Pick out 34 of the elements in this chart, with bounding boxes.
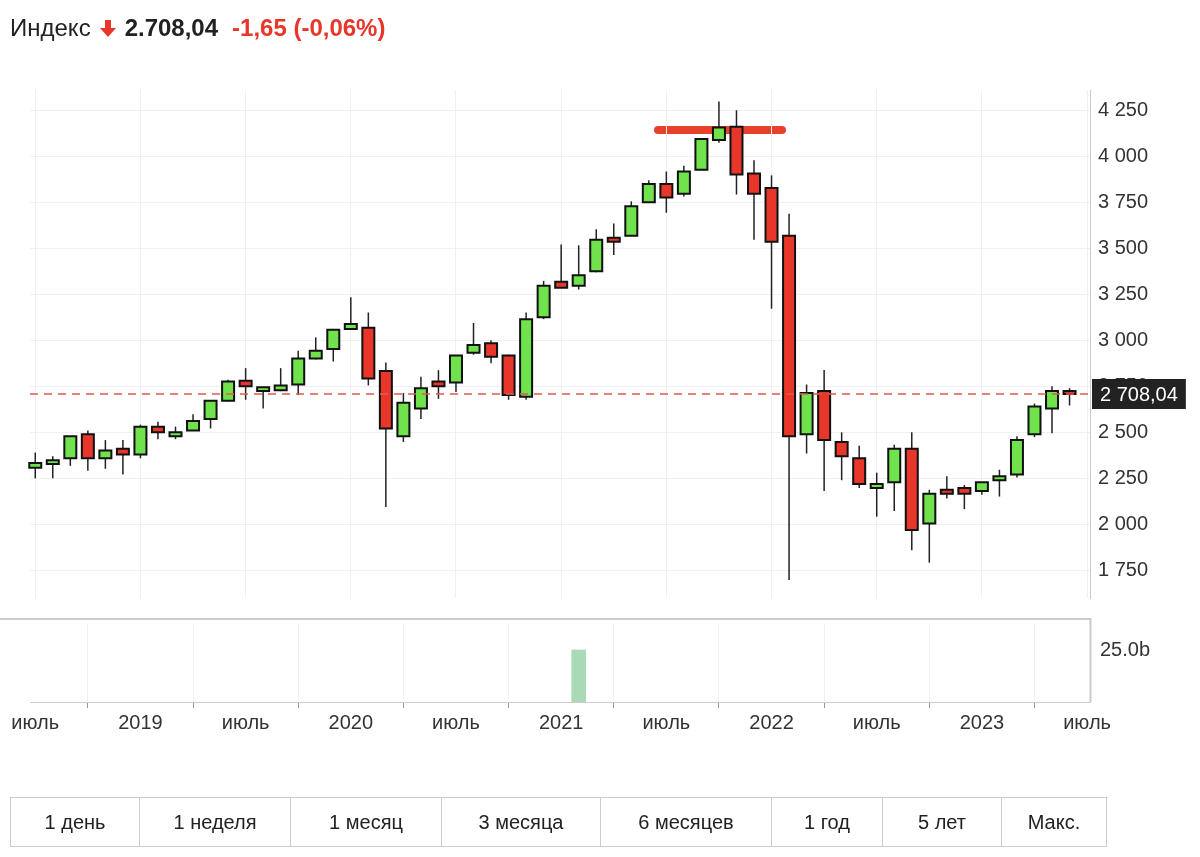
text: 1 неделя (140, 798, 291, 846)
y-tick-label: 3 750 (1098, 189, 1149, 212)
text: 6 месяцев (601, 798, 772, 846)
x-tick-label: июль (852, 710, 901, 733)
text: -1,65 (-0,06%) (232, 14, 386, 42)
y-tick-label: 2 500 (1098, 419, 1149, 442)
text: Макс. (1026, 810, 1082, 835)
x-tick-label: июль (11, 710, 60, 733)
x-tick-label: июль (642, 710, 691, 733)
y-tick-label: 4 000 (1098, 143, 1149, 166)
x-tick-label: июль (1063, 710, 1111, 733)
x-tick-label: 2021 (538, 710, 584, 733)
y-tick-label: 4 250 (1098, 97, 1149, 120)
y-tick-label: 2 250 (1098, 465, 1149, 488)
x-tick-label: 2020 (328, 710, 374, 733)
y-tick-label: 3 000 (1098, 327, 1149, 350)
x-tick-label: 2022 (749, 710, 794, 733)
y-tick-label: 2 000 (1098, 511, 1149, 534)
y-tick-label: 3 500 (1098, 235, 1149, 258)
text: 25.0b (1100, 637, 1151, 660)
x-tick-label: июль (221, 710, 270, 733)
x-tick-label: 2023 (959, 710, 1005, 733)
y-tick-label: 3 250 (1098, 281, 1149, 304)
text: 5 лет (883, 798, 1002, 846)
x-tick-label: 2019 (118, 710, 163, 733)
y-tick-label: 1 750 (1098, 557, 1149, 580)
ref-line-label: 2 708,04 (1100, 382, 1178, 405)
x-tick-label: июль (432, 710, 480, 733)
text: 1 день (11, 798, 140, 846)
text: 3 месяца (442, 798, 601, 846)
text: 1 год (772, 798, 883, 846)
text: 1 месяц (291, 798, 442, 846)
chart-subtitle: 2.708,04 (124, 14, 219, 42)
chart-title: Индекс (10, 14, 91, 42)
